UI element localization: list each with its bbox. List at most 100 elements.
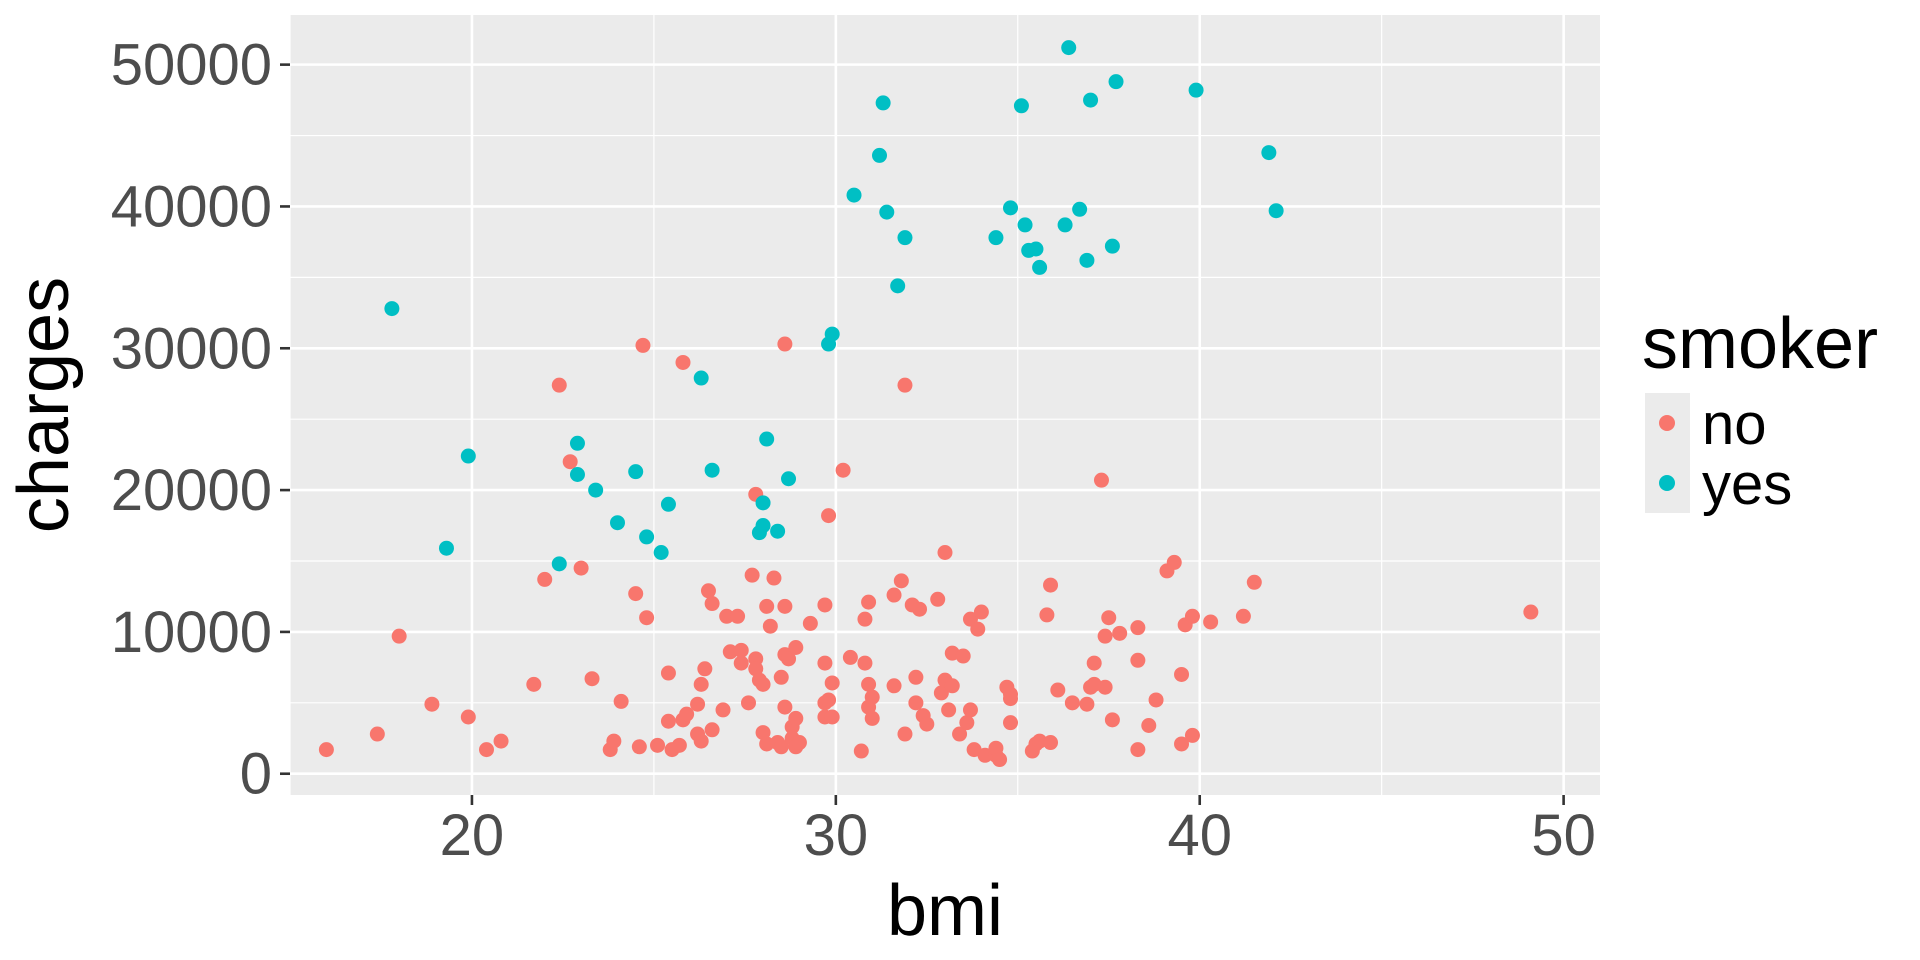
data-point xyxy=(788,640,804,656)
data-point xyxy=(992,752,1008,768)
data-point xyxy=(817,655,833,671)
data-point xyxy=(1003,200,1018,216)
data-point xyxy=(824,326,840,342)
data-point xyxy=(1104,238,1120,254)
data-point xyxy=(741,695,756,711)
data-point xyxy=(1148,692,1164,708)
data-point xyxy=(704,596,720,612)
data-point xyxy=(857,655,873,671)
data-point xyxy=(551,556,567,572)
data-point xyxy=(933,685,949,701)
data-point xyxy=(864,710,880,726)
data-point xyxy=(824,709,840,725)
data-point xyxy=(733,655,749,671)
x-tick-label: 20 xyxy=(440,803,505,868)
data-point xyxy=(908,669,924,685)
data-point xyxy=(1141,718,1157,734)
data-point xyxy=(1184,727,1200,743)
data-point xyxy=(1013,98,1029,114)
data-point xyxy=(897,726,913,742)
data-point xyxy=(639,610,655,626)
data-point xyxy=(1028,241,1044,257)
data-point xyxy=(562,454,578,470)
data-points xyxy=(318,40,1539,768)
data-point xyxy=(610,515,625,531)
data-point xyxy=(1083,92,1099,108)
data-point xyxy=(424,696,440,712)
legend-key-yes xyxy=(1659,475,1675,491)
data-point xyxy=(759,598,775,614)
data-point xyxy=(952,726,968,742)
data-point xyxy=(671,737,687,753)
data-point xyxy=(755,518,771,534)
data-point xyxy=(675,354,691,370)
data-point xyxy=(493,733,509,749)
data-point xyxy=(1072,201,1088,217)
data-point xyxy=(886,678,902,694)
y-axis: 0 10000 20000 30000 40000 50000 xyxy=(111,33,290,807)
data-point xyxy=(693,676,709,692)
data-point xyxy=(660,713,676,729)
data-point xyxy=(1108,74,1124,90)
data-point xyxy=(1166,554,1182,570)
y-tick-label: 50000 xyxy=(111,33,272,98)
data-point xyxy=(391,628,407,644)
data-point xyxy=(1017,217,1033,233)
data-point xyxy=(569,466,585,482)
data-point xyxy=(755,725,771,741)
series-no xyxy=(318,336,1539,768)
data-point xyxy=(1174,736,1190,752)
data-point xyxy=(897,230,913,246)
data-point xyxy=(690,696,706,712)
data-point xyxy=(941,702,957,718)
data-point xyxy=(537,571,553,587)
data-point xyxy=(1061,40,1077,56)
data-point xyxy=(842,649,858,665)
y-tick-label: 20000 xyxy=(111,458,272,523)
data-point xyxy=(759,736,775,752)
data-point xyxy=(1050,682,1066,698)
data-point xyxy=(660,665,676,681)
data-point xyxy=(606,733,622,749)
series-yes xyxy=(384,40,1284,572)
data-point xyxy=(1184,608,1200,624)
data-point xyxy=(628,464,644,480)
data-point xyxy=(1039,607,1055,623)
data-point xyxy=(824,675,840,691)
data-point xyxy=(777,336,793,352)
data-point xyxy=(864,689,880,705)
data-point xyxy=(755,495,771,511)
data-point xyxy=(962,702,978,718)
data-point xyxy=(1032,733,1048,749)
data-point xyxy=(762,618,778,634)
data-point xyxy=(631,739,647,755)
data-point xyxy=(875,95,891,111)
data-point xyxy=(650,737,666,753)
data-point xyxy=(802,615,818,631)
legend-title: smoker xyxy=(1642,304,1878,384)
data-point xyxy=(890,278,906,294)
data-point xyxy=(955,648,971,664)
data-point xyxy=(1043,577,1059,593)
y-tick-label: 0 xyxy=(240,742,272,807)
data-point xyxy=(821,692,837,708)
data-point xyxy=(977,747,993,763)
data-point xyxy=(1268,203,1284,219)
legend-key-background xyxy=(1645,393,1690,513)
minor-gridlines xyxy=(289,15,1600,795)
data-point xyxy=(1235,608,1251,624)
data-point xyxy=(893,573,909,589)
data-point xyxy=(930,591,946,607)
data-point xyxy=(1261,145,1277,161)
data-point xyxy=(973,604,989,620)
data-point xyxy=(944,678,960,694)
data-point xyxy=(1079,252,1095,268)
data-point xyxy=(937,544,953,560)
data-point xyxy=(791,735,807,751)
data-point xyxy=(897,377,913,393)
y-tick-label: 40000 xyxy=(111,174,272,239)
x-tick-label: 40 xyxy=(1167,803,1232,868)
y-tick-label: 10000 xyxy=(111,600,272,665)
data-point xyxy=(1093,472,1109,488)
